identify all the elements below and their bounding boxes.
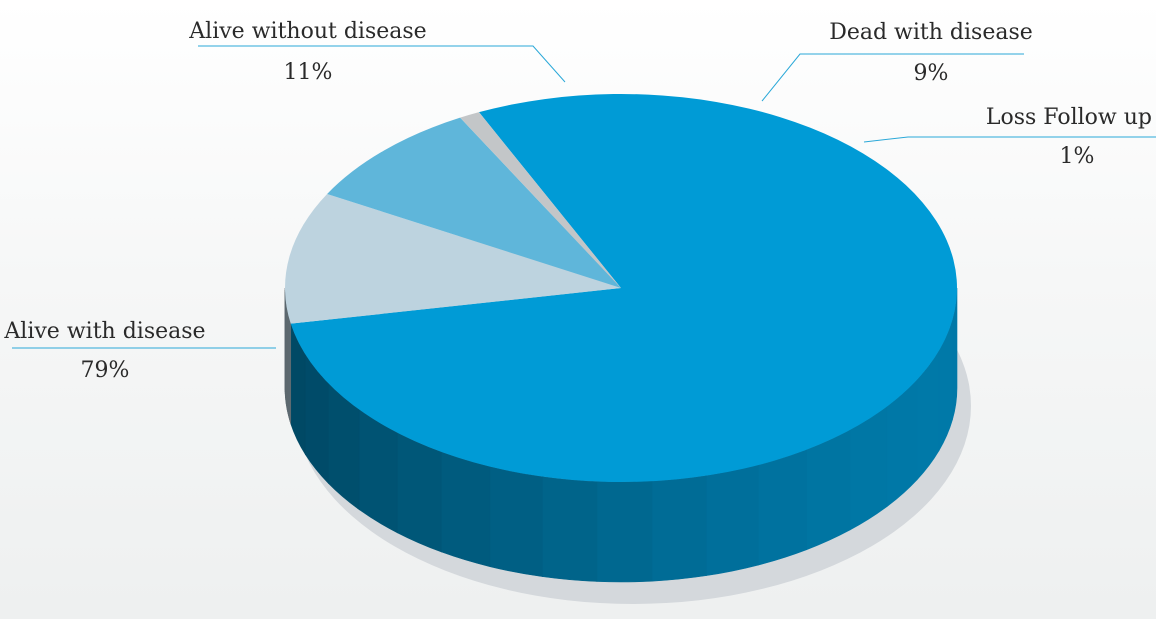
- slice-label-1: Alive with disease: [3, 319, 205, 344]
- slice-value-2: 11%: [284, 60, 333, 85]
- leader-line-3: [761, 53, 1024, 102]
- slice-value-4: 1%: [1060, 144, 1095, 169]
- leader-line-2: [198, 45, 566, 83]
- pie-top-layer: [285, 94, 957, 483]
- pie-slice-3: [327, 117, 621, 289]
- pie-side-1: [290, 287, 958, 583]
- pie-label-group-2: Alive without disease 11%: [188, 19, 566, 85]
- slice-label-2: Alive without disease: [188, 19, 426, 44]
- leader-line-4: [863, 136, 1156, 143]
- pie-side-layer: [284, 287, 958, 583]
- pie-slice-2: [285, 193, 621, 324]
- slice-label-4: Loss Follow up: [986, 105, 1152, 130]
- slice-label-3: Dead with disease: [829, 20, 1033, 45]
- pie-labels-layer: Alive with disease 79% Alive without disea…: [3, 19, 1156, 383]
- slice-value-1: 79%: [81, 358, 130, 383]
- pie-label-group-4: Loss Follow up 1%: [863, 105, 1156, 169]
- pie-label-group-3: Dead with disease 9%: [761, 20, 1033, 102]
- pie-label-group-1: Alive with disease 79%: [3, 319, 276, 383]
- pie-slice-4: [460, 112, 621, 288]
- slice-value-3: 9%: [914, 61, 949, 86]
- pie-slice-1: [290, 94, 957, 483]
